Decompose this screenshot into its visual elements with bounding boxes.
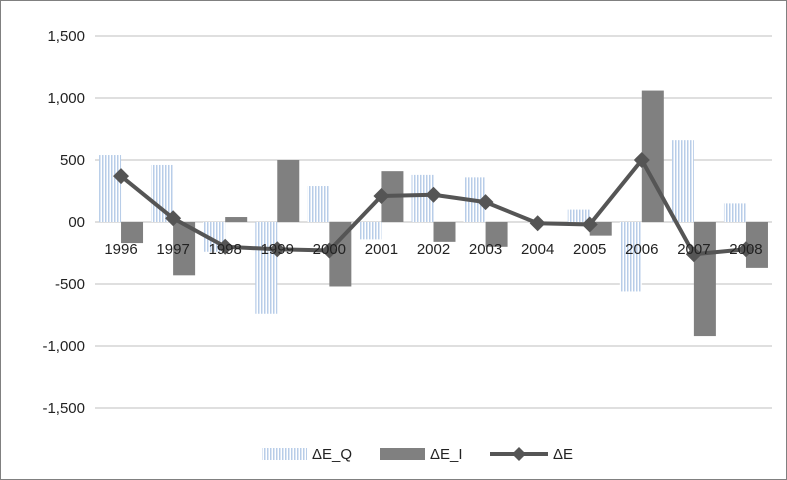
category-label-1996: 1996 [104,241,137,258]
category-label-2005: 2005 [573,241,606,258]
bar-delta-e-q-2006 [619,222,642,292]
point-delta-e-2007 [685,246,702,263]
category-label-2000: 2000 [313,241,346,258]
category-label-1999: 1999 [261,241,294,258]
y-tick-label: -1,000 [42,338,85,355]
point-delta-e-2004 [529,215,546,232]
legend-label-delta-e-q: ΔE_Q [312,446,352,463]
bar-delta-e-i-2007 [693,222,716,337]
bar-series [99,90,768,337]
bar-delta-e-q-2000 [307,186,330,222]
y-tick-label: 00 [68,214,85,231]
category-label-1997: 1997 [156,241,189,258]
line-series [113,152,754,263]
category-label-2002: 2002 [417,241,450,258]
y-tick-label: -1,500 [42,400,85,417]
category-label-2007: 2007 [677,241,710,258]
legend-label-delta-e-i: ΔE_I [430,446,463,463]
point-delta-e-1999 [269,241,286,258]
legend: ΔE_Q ΔE_I ΔE [262,446,573,463]
y-tick-label: 1,000 [47,90,85,107]
bar-delta-e-q-1996 [99,155,122,222]
category-label-1998: 1998 [209,241,242,258]
y-axis-tick-labels: 1,500 1,000 500 00 -500 -1,000 -1,500 [42,28,85,417]
category-label-2006: 2006 [625,241,658,258]
bar-delta-e-q-2005 [567,209,590,222]
point-delta-e-2005 [581,216,598,233]
bar-delta-e-i-1997 [173,222,196,276]
point-delta-e-2001 [373,187,390,204]
y-tick-label: -500 [55,276,85,293]
legend-marker-delta-e [512,447,526,461]
legend-label-delta-e: ΔE [553,446,573,463]
bar-delta-e-q-1997 [151,164,174,222]
bar-delta-e-i-1999 [277,160,300,222]
point-delta-e-2002 [425,186,442,203]
bar-delta-e-i-2002 [433,222,456,242]
point-delta-e-2000 [321,242,338,259]
category-labels: 1996 1997 1998 1999 2000 2001 2002 2003 2004 2005… [104,241,762,258]
category-label-2003: 2003 [469,241,502,258]
point-delta-e-2006 [633,152,650,168]
point-delta-e-2003 [477,194,494,211]
legend-swatch-delta-e-i [380,448,425,460]
legend-swatch-delta-e-q [262,448,307,460]
point-delta-e-1997 [165,210,182,227]
y-tick-label: 1,500 [47,28,85,45]
point-delta-e-1996 [113,168,130,185]
category-label-2008: 2008 [729,241,762,258]
point-delta-e-2008 [737,241,754,258]
point-delta-e-1998 [217,238,234,255]
bar-delta-e-q-2002 [411,174,434,222]
bar-delta-e-q-2001 [359,222,382,240]
bar-delta-e-q-2007 [671,140,694,222]
bar-delta-e-q-1999 [255,222,278,314]
y-tick-label: 500 [60,152,85,169]
bar-delta-e-i-2000 [329,222,352,287]
bar-delta-e-i-1998 [225,217,248,222]
bar-delta-e-i-2003 [485,222,508,247]
category-label-2004: 2004 [521,241,554,258]
category-label-2001: 2001 [365,241,398,258]
bar-delta-e-q-2008 [723,203,746,222]
bar-delta-e-i-2008 [745,222,768,268]
bar-delta-e-i-1996 [121,222,144,244]
